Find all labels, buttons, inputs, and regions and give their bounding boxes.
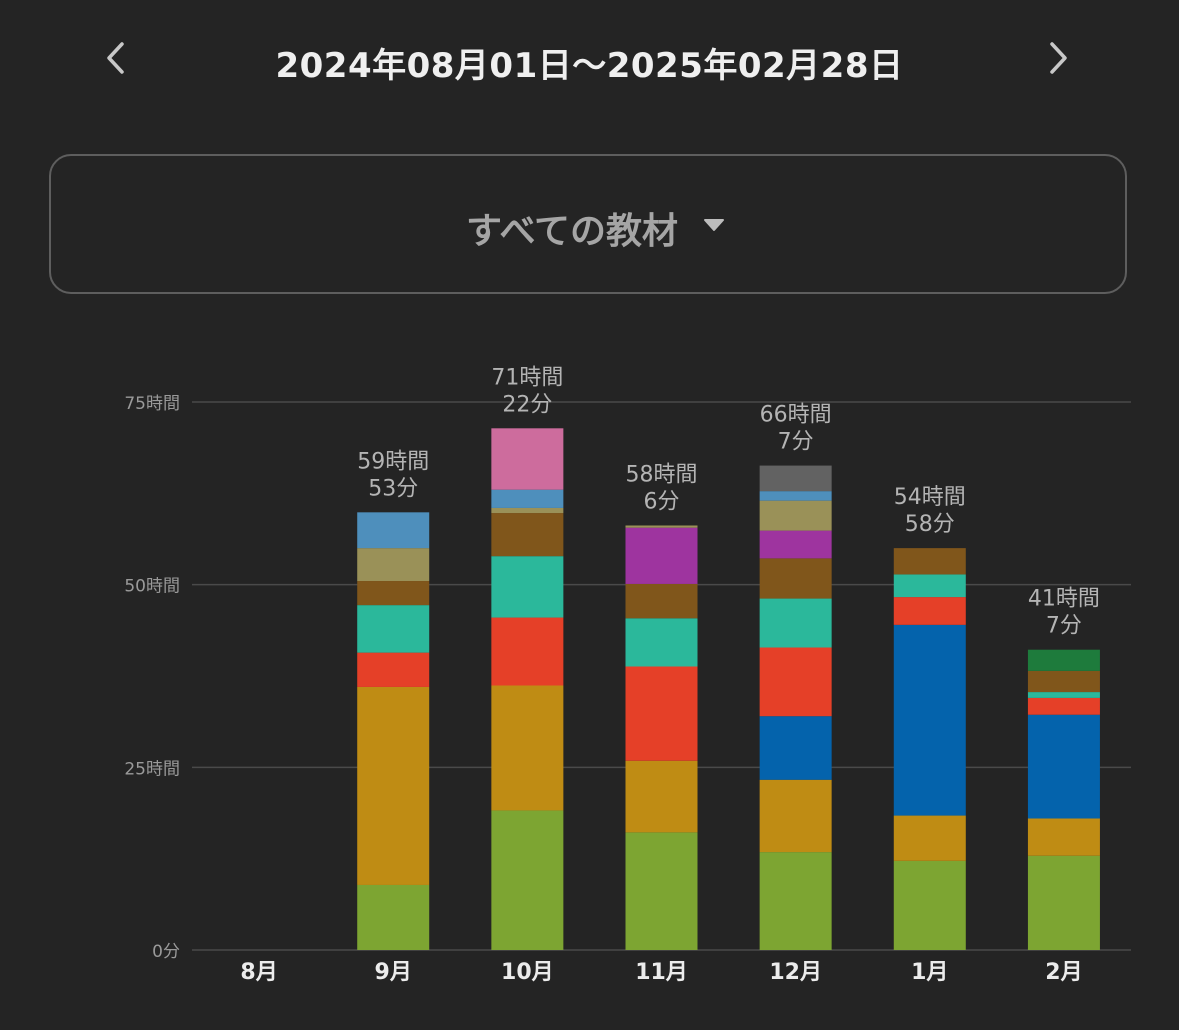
date-range-title: 2024年08月01日〜2025年02月28日 <box>275 46 904 86</box>
y-tick-label: 25時間 <box>124 759 180 779</box>
bar-total-label: 7分 <box>778 430 814 455</box>
x-tick-label: 11月 <box>635 960 688 985</box>
bar-total-label: 6分 <box>644 489 680 514</box>
bar-segment <box>625 666 698 761</box>
bar-total-label: 59時間 <box>357 449 429 474</box>
x-tick-label: 10月 <box>501 960 554 985</box>
bar-segment <box>491 685 564 811</box>
x-tick-label: 12月 <box>769 960 822 985</box>
chevron-right-icon <box>1050 42 1067 74</box>
bar-segment <box>759 491 832 501</box>
bar-total-label: 41時間 <box>1028 587 1100 612</box>
bar-segment <box>491 507 564 514</box>
bar-segment <box>759 852 832 950</box>
caret-down-icon <box>704 219 724 231</box>
bar-segment <box>1027 670 1100 693</box>
monthly-study-time-chart: 0分25時間50時間75時間8月59時間53分9月71時間22分10月58時間6… <box>124 365 1131 985</box>
x-tick-label: 1月 <box>911 960 948 985</box>
bar-segment <box>357 686 430 885</box>
bar-segment <box>893 597 966 625</box>
bar-segment <box>759 465 832 492</box>
bar-segment <box>1027 692 1100 698</box>
chevron-left-icon <box>107 42 124 74</box>
bar-total-label: 71時間 <box>491 365 563 390</box>
bar-segment <box>625 525 698 528</box>
bar-segment <box>625 583 698 619</box>
material-filter-dropdown[interactable]: すべての教材 <box>49 154 1127 294</box>
y-tick-label: 50時間 <box>124 577 180 597</box>
bar-segment <box>1027 714 1100 819</box>
bar-segment <box>491 556 564 618</box>
next-period-button[interactable] <box>1038 36 1078 80</box>
bar-segment <box>759 530 832 559</box>
bar-segment <box>625 527 698 584</box>
bar-total-label: 58分 <box>905 512 955 537</box>
y-tick-label: 0分 <box>152 942 180 962</box>
bar-segment <box>625 760 698 833</box>
bar-segment <box>759 647 832 717</box>
material-filter-label: すべての教材 <box>465 211 679 252</box>
bar-segment <box>759 598 832 648</box>
bar-segment <box>1027 697 1100 715</box>
bar-segment <box>893 860 966 950</box>
bar-segment <box>1027 649 1100 671</box>
bar-segment <box>357 512 430 549</box>
bar-segment <box>491 489 564 508</box>
x-tick-label: 8月 <box>240 960 277 985</box>
bar-total-label: 22分 <box>502 392 552 417</box>
bar-total-label: 54時間 <box>894 485 966 510</box>
bar-segment <box>625 618 698 667</box>
x-tick-label: 9月 <box>375 960 412 985</box>
bar-segment <box>491 810 564 950</box>
bar-segment <box>357 581 430 606</box>
bar-segment <box>893 624 966 816</box>
bar-segment <box>357 605 430 653</box>
bar-segment <box>759 558 832 599</box>
bar-segment <box>357 652 430 687</box>
y-tick-label: 75時間 <box>124 394 180 414</box>
bar-segment <box>1027 855 1100 950</box>
bar-segment <box>893 815 966 861</box>
bar-segment <box>893 574 966 598</box>
bar-total-label: 53分 <box>368 476 418 501</box>
bar-total-label: 7分 <box>1046 614 1082 639</box>
bar-segment <box>491 428 564 490</box>
bar-segment <box>357 884 430 950</box>
bar-segment <box>625 832 698 950</box>
bar-segment <box>893 548 966 575</box>
bar-total-label: 58時間 <box>626 462 698 487</box>
previous-period-button[interactable] <box>96 36 136 80</box>
bar-total-label: 66時間 <box>760 403 832 428</box>
bar-segment <box>759 716 832 780</box>
bar-segment <box>759 500 832 531</box>
bar-segment <box>357 548 430 582</box>
header: 2024年08月01日〜2025年02月28日 <box>0 0 1179 120</box>
bar-segment <box>759 779 832 853</box>
bar-segment <box>491 513 564 557</box>
bar-segment <box>1027 818 1100 856</box>
bar-segment <box>491 617 564 686</box>
x-tick-label: 2月 <box>1045 960 1082 985</box>
